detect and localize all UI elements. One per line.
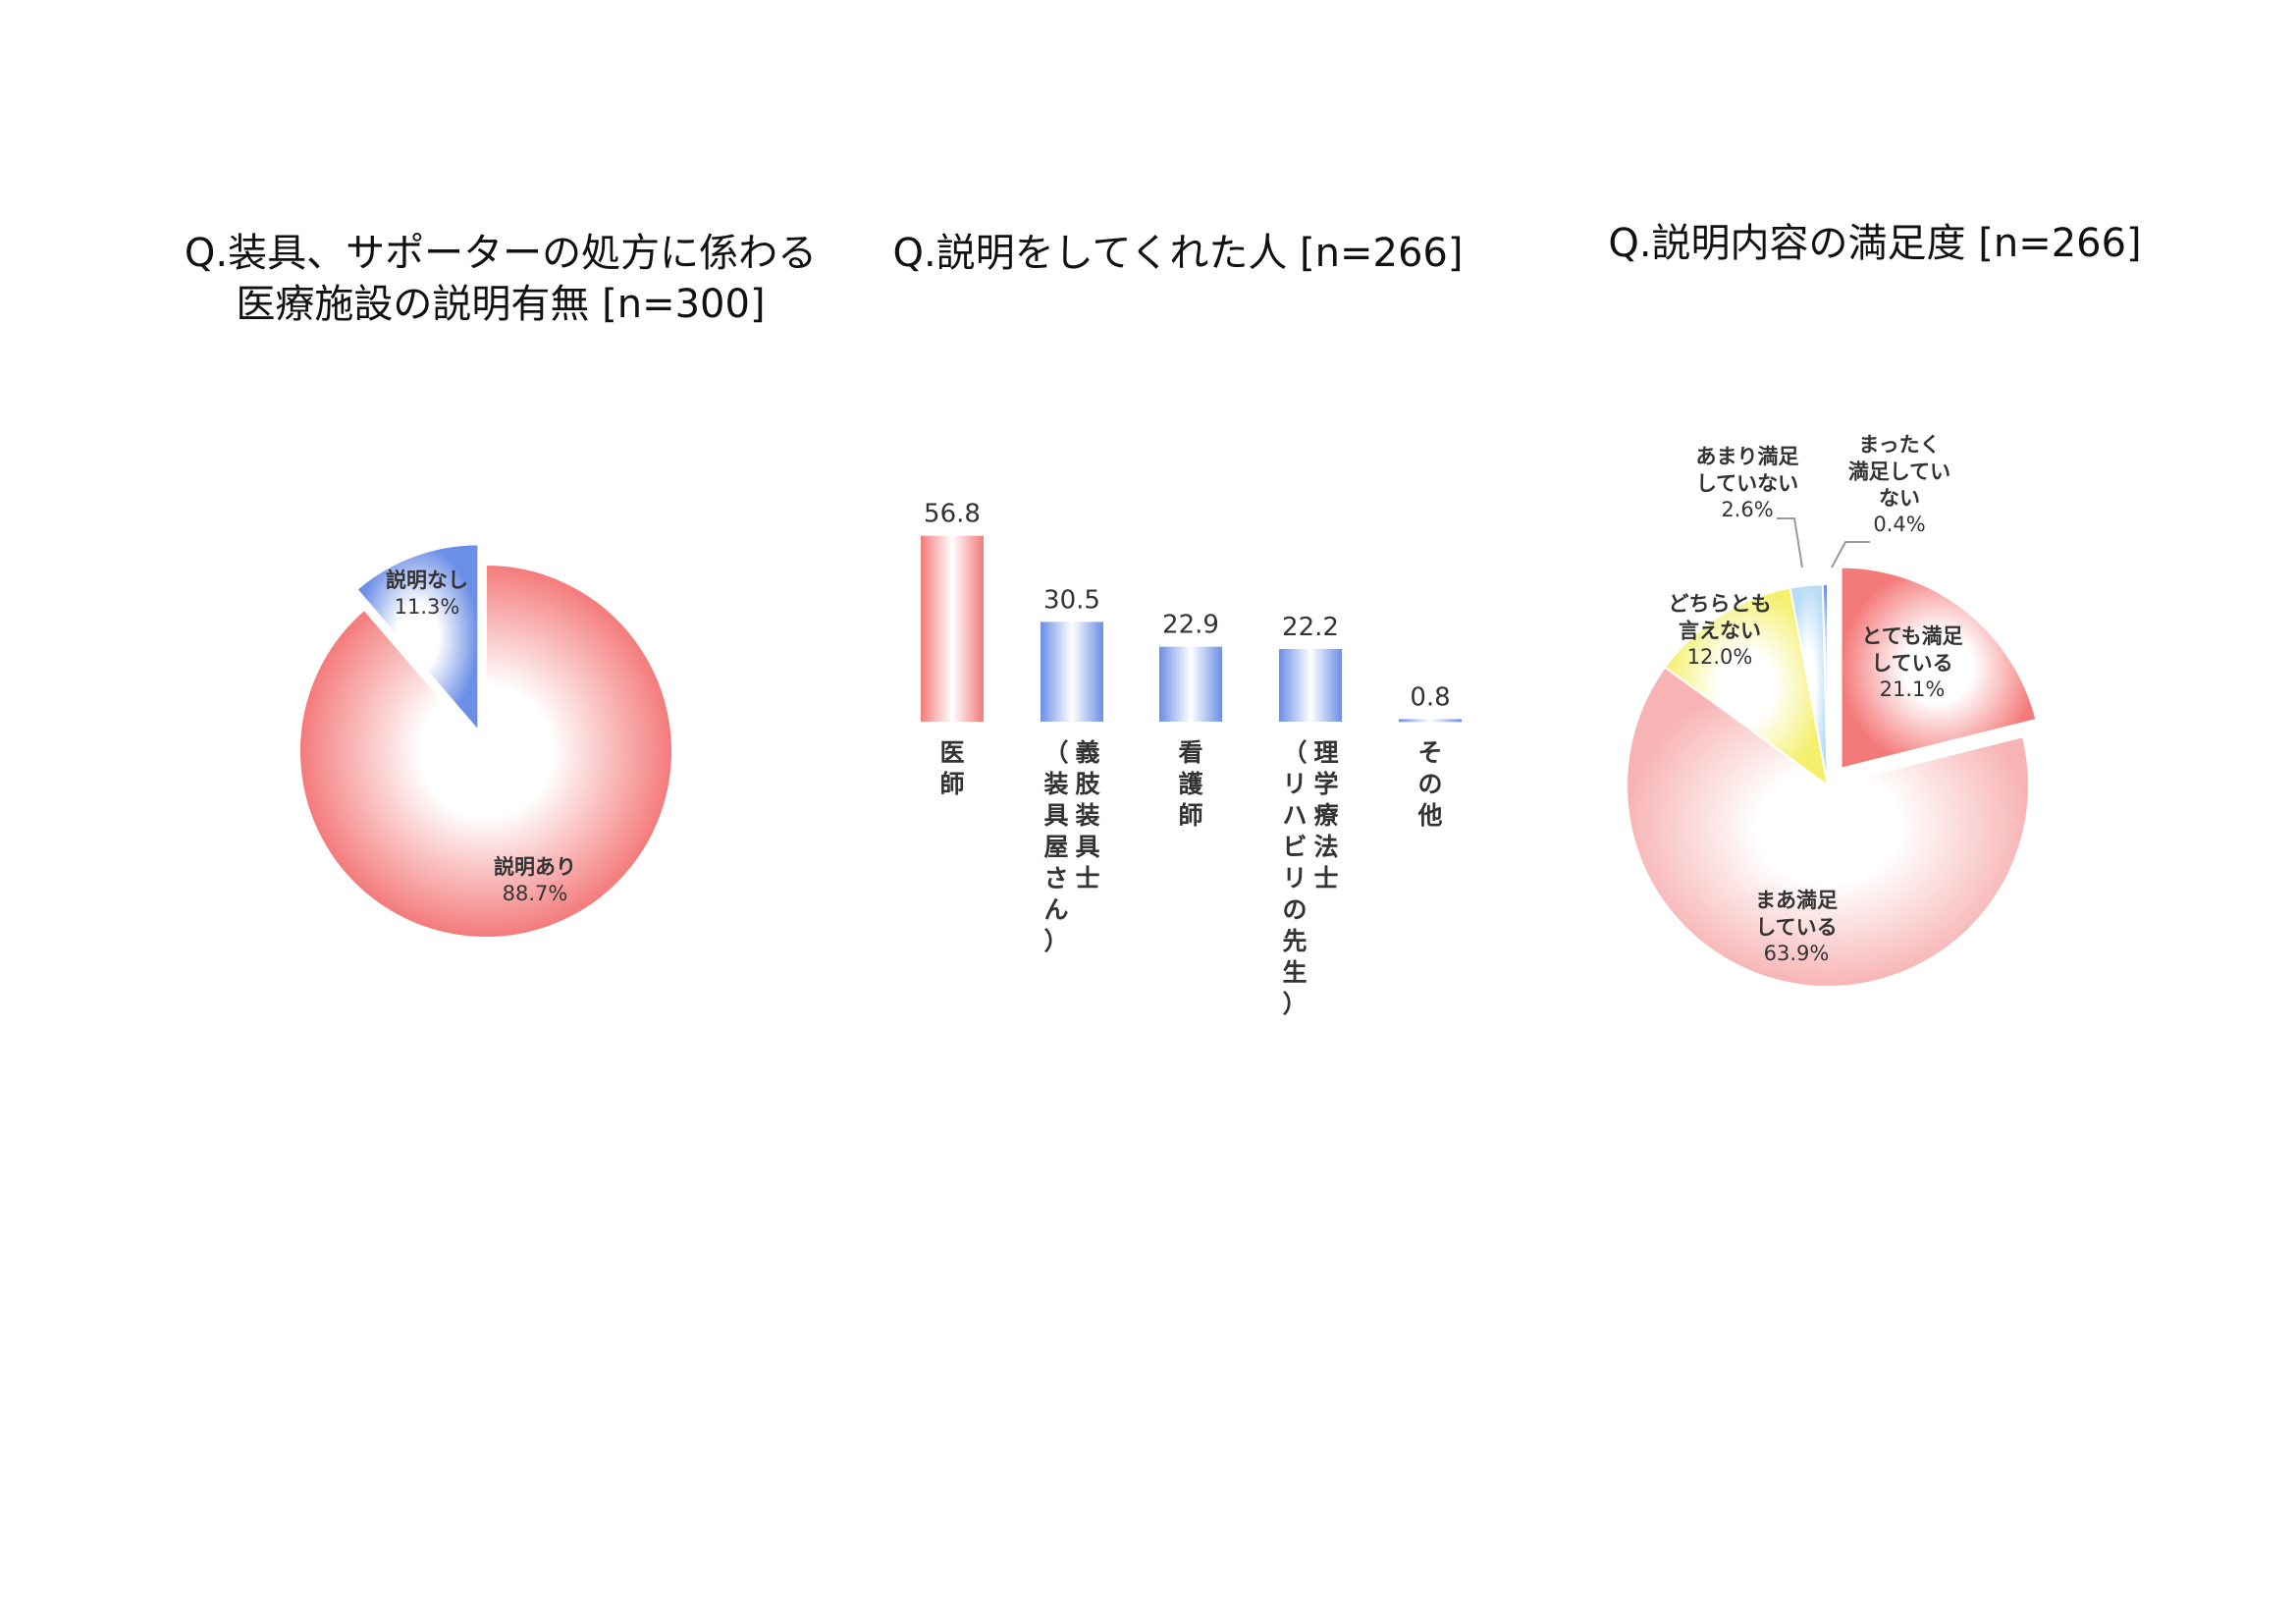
bar <box>1041 622 1103 722</box>
bar-category-label: （リハビリの先生） <box>1282 738 1307 1018</box>
pie2-slice <box>1821 582 1829 786</box>
bar-value-label: 30.5 <box>1043 585 1100 615</box>
pie1-title-line-1: Q.装具、サポーターの処方に係わる <box>184 231 818 276</box>
pie1-slice-pct: 11.3% <box>395 595 460 619</box>
pie1-slice <box>355 543 480 734</box>
pie2-slice-label: どちらとも言えない <box>1669 592 1772 642</box>
bar-category-label: （装具屋さん） <box>1043 738 1068 955</box>
bar-category-label: 医師 <box>939 738 964 798</box>
pie2-leader-line <box>1777 517 1803 568</box>
pie2-slice-label: とても満足している <box>1861 624 1962 675</box>
bar-value-label: 0.8 <box>1410 682 1450 712</box>
pie2-slice-label: まったく満足していない <box>1848 433 1950 511</box>
pie2-title: Q.説明内容の満足度 [n=266] <box>1608 221 2142 266</box>
bar-value-label: 56.8 <box>924 500 981 529</box>
pie1-title: Q.装具、サポーターの処方に係わる 医療施設の説明有無 [n=300] <box>157 228 844 330</box>
pie2-slice-pct: 63.9% <box>1764 942 1830 965</box>
bar <box>1279 649 1342 722</box>
bar-value-label: 22.9 <box>1162 611 1219 640</box>
pie2-slice-pct: 12.0% <box>1687 645 1753 669</box>
pie-chart-explanation-presence: 説明なし 11.3% 説明あり 88.7% <box>298 543 673 939</box>
pie2-leader-line <box>1831 541 1870 568</box>
bar <box>1399 719 1462 723</box>
pie1-slice-label: 説明なし <box>386 568 468 592</box>
pie2-slice-pct: 2.6% <box>1721 498 1773 521</box>
pie2-slice-pct: 21.1% <box>1880 677 1946 701</box>
bar-title: Q.説明をしてくれた人 [n=266] <box>892 231 1464 276</box>
pie1-slice <box>298 563 673 939</box>
bar-category-label: 看護師 <box>1178 738 1203 830</box>
pie2-slice-pct: 0.4% <box>1873 513 1925 536</box>
pie2-slice <box>1840 566 2038 770</box>
pie2-slice-label: あまり満足していない <box>1696 445 1799 495</box>
pie2-slice-label: まあ満足している <box>1755 889 1838 939</box>
pie1-slice-label: 説明あり <box>494 855 576 879</box>
bar-chart-explainer: 56.8 医師 30.5 義肢装具士 （装具屋さん） 22.9 看護師 22.2 理学療法士（リ… <box>921 500 1462 1018</box>
bar <box>921 535 984 722</box>
pie1-slice-pct: 88.7% <box>503 882 568 905</box>
pie2-slice <box>1626 666 2030 988</box>
bar-category-label: その他 <box>1416 738 1442 830</box>
bar <box>1159 646 1222 722</box>
pie1-title-line-2: 医療施設の説明有無 [n=300] <box>236 282 766 327</box>
pie2-slice <box>1663 586 1830 788</box>
bar-category-label: 理学療法士 <box>1313 738 1338 893</box>
bar-value-label: 22.2 <box>1282 613 1339 642</box>
bar-category-label: 義肢装具士 <box>1075 738 1100 893</box>
